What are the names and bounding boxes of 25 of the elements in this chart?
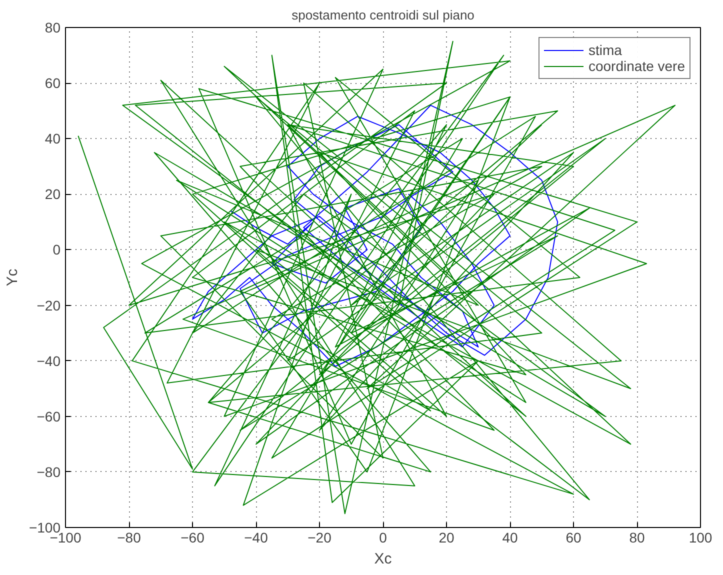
y-tick-label: 20: [44, 186, 61, 202]
y-tick-label: 40: [44, 130, 61, 147]
x-tick-label: −40: [244, 530, 268, 546]
x-tick-label: −20: [308, 530, 332, 546]
y-tick-label: 60: [44, 75, 61, 92]
y-tick-label: 0: [52, 242, 61, 258]
legend-label: coordinate vere: [588, 58, 685, 74]
x-tick-label: 20: [438, 530, 454, 546]
x-tick-label: 80: [629, 530, 645, 546]
x-tick-label: 40: [502, 530, 518, 546]
y-tick-label: −40: [36, 352, 61, 369]
y-tick-label: −80: [36, 464, 61, 480]
y-tick-label: −60: [36, 408, 61, 424]
x-tick-label: 60: [566, 530, 582, 546]
y-tick-label: 80: [44, 20, 61, 36]
chart-title: spostamento centroidi sul piano: [292, 8, 474, 22]
x-tick-label: −60: [180, 530, 205, 546]
legend-label: stima: [588, 42, 622, 58]
x-tick-label: 100: [688, 530, 712, 546]
x-tick-label: −80: [117, 530, 142, 546]
y-axis-title: Yc: [4, 268, 21, 286]
x-tick-label: 0: [379, 530, 388, 546]
line-series: [192, 104, 558, 367]
y-tick-label: −20: [36, 297, 61, 314]
x-axis-title: Xc: [374, 550, 392, 568]
